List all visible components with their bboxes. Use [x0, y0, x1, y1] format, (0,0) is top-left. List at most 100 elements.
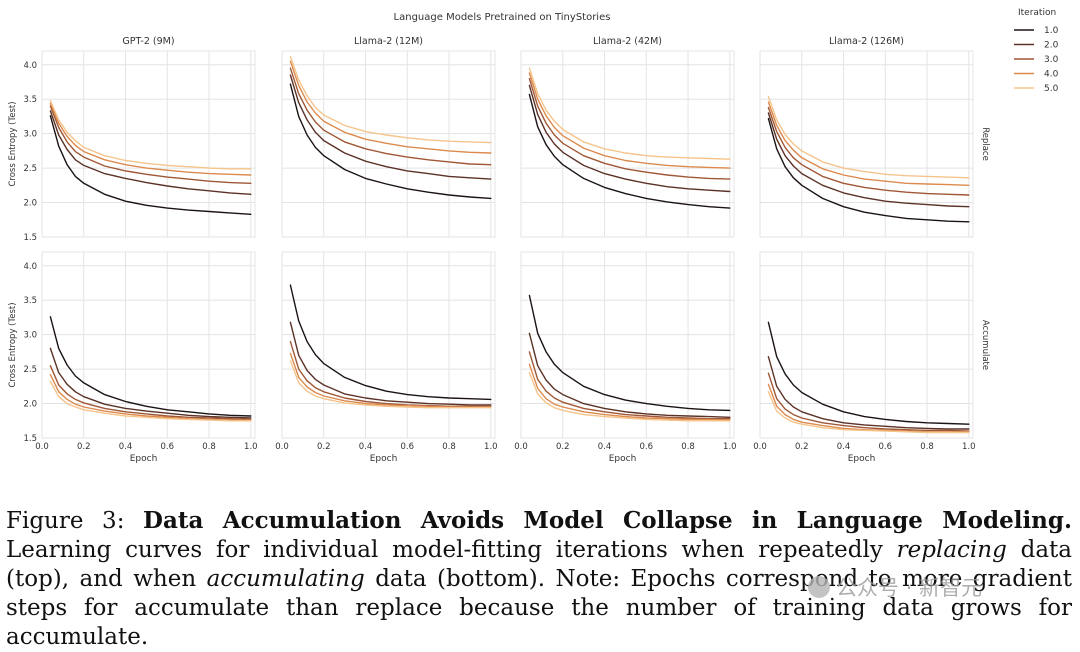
- series-line-4.0: [528, 72, 731, 169]
- y-axis-label: Cross Entropy (Test): [8, 101, 18, 186]
- x-tick-label: 0.0: [275, 442, 289, 452]
- series-line-5.0: [528, 371, 731, 422]
- x-tick-label: 0.4: [598, 442, 612, 452]
- series-line-1.0: [528, 93, 731, 209]
- series-line-3.0: [767, 372, 970, 432]
- panel-title: Llama-2 (42M): [593, 36, 662, 47]
- x-tick-label: 0.8: [442, 442, 456, 452]
- x-tick-label: 0.2: [556, 442, 570, 452]
- series-line-2.0: [528, 332, 731, 418]
- x-tick-label: 0.4: [837, 442, 851, 452]
- caption-italic-accumulating: accumulating: [206, 566, 365, 592]
- panel-background: [520, 251, 735, 439]
- series-line-5.0: [49, 380, 252, 422]
- y-tick-label: 4.0: [23, 262, 37, 272]
- legend-label: 2.0: [1044, 41, 1059, 51]
- x-tick-label: 0.8: [920, 442, 934, 452]
- row-label: Accumulate: [980, 320, 990, 370]
- caption-text-1: Learning curves for individual model-fit…: [6, 537, 897, 563]
- series-line-1.0: [767, 321, 970, 425]
- series-line-1.0: [49, 316, 252, 417]
- series-line-2.0: [528, 84, 731, 193]
- series-line-3.0: [767, 106, 970, 196]
- x-tick-label: 0.2: [795, 442, 809, 452]
- x-axis-label: Epoch: [130, 454, 158, 464]
- panel-background: [41, 251, 256, 439]
- series-line-5.0: [289, 55, 492, 144]
- y-tick-label: 3.0: [23, 331, 37, 341]
- x-tick-label: 0.0: [514, 442, 528, 452]
- series-line-2.0: [289, 321, 492, 406]
- x-tick-label: 0.4: [359, 442, 373, 452]
- x-tick-label: 0.0: [753, 442, 767, 452]
- y-tick-label: 3.5: [23, 296, 37, 306]
- series-line-3.0: [49, 105, 252, 185]
- panel-background: [759, 251, 974, 439]
- legend-title: Iteration: [1018, 8, 1056, 18]
- chart-figure: Language Models Pretrained on TinyStorie…: [8, 8, 1059, 464]
- series-line-5.0: [767, 391, 970, 434]
- x-tick-label: 0.2: [317, 442, 331, 452]
- x-axis-label: Epoch: [370, 454, 398, 464]
- legend-label: 1.0: [1044, 26, 1059, 36]
- x-axis-label: Epoch: [848, 454, 876, 464]
- y-tick-label: 3.0: [23, 130, 37, 140]
- x-tick-label: 0.8: [681, 442, 695, 452]
- x-tick-label: 1.0: [723, 442, 737, 452]
- x-tick-label: 0.6: [640, 442, 654, 452]
- panel-background: [759, 50, 974, 238]
- series-line-3.0: [289, 67, 492, 166]
- caption-bold-title: Data Accumulation Avoids Model Collapse …: [143, 507, 1072, 534]
- x-tick-label: 0.4: [119, 442, 133, 452]
- series-line-3.0: [528, 351, 731, 420]
- y-tick-label: 2.5: [23, 365, 37, 375]
- watermark-text: 公众号 · 新智元: [836, 576, 983, 600]
- y-tick-label: 4.0: [23, 61, 37, 71]
- series-line-2.0: [49, 110, 252, 196]
- series-line-1.0: [289, 284, 492, 401]
- x-tick-label: 0.6: [401, 442, 415, 452]
- legend-label: 4.0: [1044, 70, 1059, 80]
- row-label: Replace: [980, 127, 990, 161]
- x-tick-label: 0.6: [879, 442, 893, 452]
- panel-title: Llama-2 (126M): [829, 36, 904, 47]
- watermark: 公众号 · 新智元: [808, 572, 982, 602]
- series-line-1.0: [528, 294, 731, 412]
- panel-background: [281, 251, 496, 439]
- y-tick-label: 2.0: [23, 199, 37, 209]
- series-line-3.0: [528, 77, 731, 180]
- y-tick-label: 2.5: [23, 164, 37, 174]
- series-line-1.0: [289, 83, 492, 200]
- x-tick-label: 0.2: [77, 442, 91, 452]
- x-axis-label: Epoch: [609, 454, 637, 464]
- series-line-4.0: [528, 363, 731, 421]
- series-line-1.0: [767, 117, 970, 223]
- legend-label: 3.0: [1044, 55, 1059, 65]
- series-line-5.0: [49, 99, 252, 170]
- panel-title: Llama-2 (12M): [354, 36, 423, 47]
- series-line-4.0: [767, 101, 970, 187]
- panel-background: [520, 50, 735, 238]
- series-line-4.0: [289, 60, 492, 154]
- y-tick-label: 1.5: [23, 233, 37, 243]
- y-axis-label: Cross Entropy (Test): [8, 302, 18, 387]
- x-tick-label: 1.0: [962, 442, 976, 452]
- legend-label: 5.0: [1044, 84, 1059, 94]
- caption-italic-replacing: replacing: [896, 537, 1007, 563]
- series-line-5.0: [289, 360, 492, 409]
- series-line-2.0: [289, 74, 492, 180]
- y-tick-label: 3.5: [23, 95, 37, 105]
- figure-suptitle: Language Models Pretrained on TinyStorie…: [394, 12, 611, 23]
- series-line-5.0: [528, 67, 731, 160]
- series-line-5.0: [767, 95, 970, 179]
- series-line-3.0: [49, 365, 252, 421]
- x-tick-label: 0.6: [161, 442, 175, 452]
- series-line-1.0: [49, 115, 252, 216]
- series-line-4.0: [49, 102, 252, 176]
- x-tick-label: 0.8: [202, 442, 216, 452]
- panel-title: GPT-2 (9M): [122, 36, 174, 47]
- caption-text-2: data (top), and when: [6, 537, 1072, 592]
- caption-label: Figure 3:: [6, 508, 144, 534]
- wechat-logo-icon: [808, 576, 830, 598]
- x-tick-label: 1.0: [244, 442, 258, 452]
